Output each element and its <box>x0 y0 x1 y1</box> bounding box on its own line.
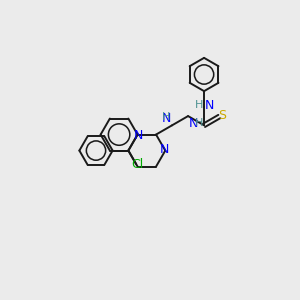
Text: N: N <box>189 117 198 130</box>
Text: Cl: Cl <box>131 158 143 171</box>
Text: N: N <box>160 142 169 155</box>
Text: N: N <box>205 99 214 112</box>
Text: H: H <box>195 118 203 128</box>
Text: N: N <box>162 112 171 124</box>
Text: H: H <box>194 100 203 110</box>
Text: S: S <box>218 109 226 122</box>
Text: N: N <box>134 129 143 142</box>
Text: H: H <box>162 112 170 122</box>
